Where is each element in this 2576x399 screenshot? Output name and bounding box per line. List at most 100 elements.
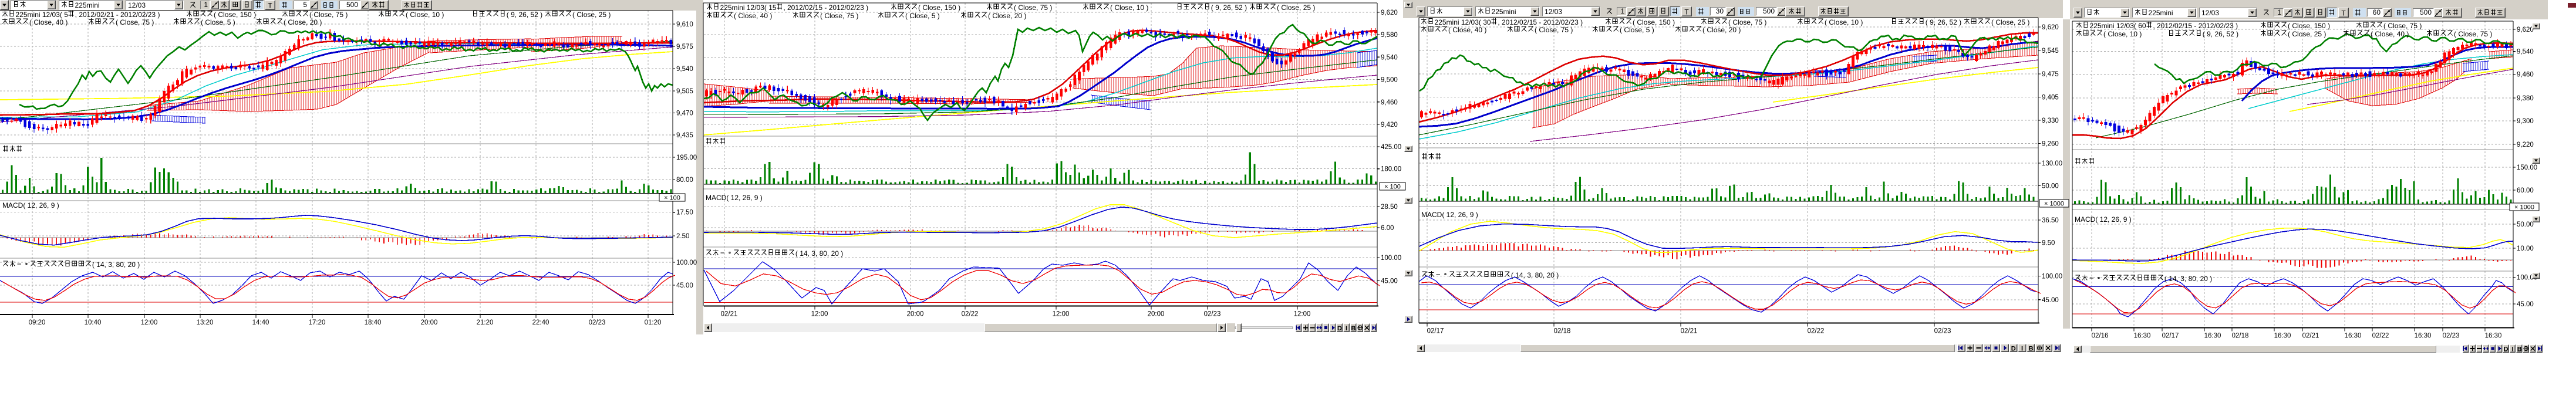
svg-text:80.00: 80.00 <box>676 177 693 184</box>
svg-text:( 9, 26, 52 ): ( 9, 26, 52 ) <box>2203 30 2238 38</box>
svg-text:02/23: 02/23 <box>589 319 606 326</box>
svg-text:10:40: 10:40 <box>85 319 102 326</box>
svg-text:02/23: 02/23 <box>1934 328 1951 335</box>
svg-text:T: T <box>1684 8 1689 16</box>
svg-text:20:00: 20:00 <box>907 311 924 318</box>
svg-text:12/03: 12/03 <box>1545 8 1562 16</box>
svg-text:( Close, 75 ): ( Close, 75 ) <box>2383 22 2422 30</box>
svg-text:18:40: 18:40 <box>365 319 382 326</box>
svg-text:45.00: 45.00 <box>676 282 693 289</box>
svg-text:( Close, 75 ): ( Close, 75 ) <box>1535 26 1573 34</box>
svg-text:( Close, 75 ): ( Close, 75 ) <box>116 18 154 26</box>
svg-text:01:20: 01:20 <box>645 319 662 326</box>
svg-text:9,610: 9,610 <box>676 21 693 28</box>
svg-text:9,620: 9,620 <box>2042 24 2059 31</box>
svg-text:( Close, 75 ): ( Close, 75 ) <box>309 11 348 19</box>
svg-text:02/21: 02/21 <box>1681 328 1698 335</box>
svg-text:45.00: 45.00 <box>2517 301 2534 308</box>
svg-text:D: D <box>2011 346 2016 353</box>
svg-text:9,300: 9,300 <box>2517 118 2534 125</box>
svg-text:45.00: 45.00 <box>1381 278 1398 285</box>
svg-text:9,460: 9,460 <box>1381 99 1398 106</box>
svg-text:( Close, 20 ): ( Close, 20 ) <box>1702 26 1741 34</box>
svg-text:9,540: 9,540 <box>2517 49 2534 56</box>
svg-text:, 2012/02/21 - 2012/02/23 ): , 2012/02/21 - 2012/02/23 ) <box>75 11 160 19</box>
svg-text:28.50: 28.50 <box>1381 204 1398 211</box>
svg-text:13:20: 13:20 <box>197 319 214 326</box>
svg-text:02/22: 02/22 <box>2372 333 2389 340</box>
svg-text:16:30: 16:30 <box>2485 333 2502 340</box>
svg-text:02/21: 02/21 <box>2302 333 2319 340</box>
svg-text:500: 500 <box>346 1 358 9</box>
svg-text:500: 500 <box>2420 8 2432 16</box>
svg-text:× 100: × 100 <box>664 195 680 202</box>
svg-text:( Close, 25 ): ( Close, 25 ) <box>572 11 611 19</box>
svg-text:225mini: 225mini <box>1492 8 1516 16</box>
svg-text:02/21: 02/21 <box>721 311 738 318</box>
svg-text:( Close, 40 ): ( Close, 40 ) <box>734 12 772 20</box>
svg-text:( Close, 20 ): ( Close, 20 ) <box>988 12 1026 20</box>
svg-text:425.00: 425.00 <box>1381 144 1401 151</box>
svg-text:9,620: 9,620 <box>2517 26 2534 33</box>
svg-text:16:30: 16:30 <box>2134 333 2151 340</box>
svg-text:130.00: 130.00 <box>2042 160 2062 167</box>
svg-text:1: 1 <box>204 1 208 9</box>
svg-text:B: B <box>2517 346 2522 353</box>
svg-text:9,580: 9,580 <box>1381 32 1398 39</box>
svg-text:D: D <box>1337 325 1342 332</box>
svg-text:9,575: 9,575 <box>676 43 693 50</box>
svg-text:17:20: 17:20 <box>309 319 326 326</box>
svg-text:02/17: 02/17 <box>2162 333 2179 340</box>
svg-text:60: 60 <box>2373 8 2381 16</box>
svg-text:225mini: 225mini <box>2149 9 2173 17</box>
svg-text:9,405: 9,405 <box>2042 94 2059 102</box>
svg-text:17.50: 17.50 <box>676 209 693 217</box>
svg-text:( 9, 26, 52 ): ( 9, 26, 52 ) <box>507 11 542 19</box>
svg-text:30: 30 <box>1716 7 1724 15</box>
svg-text:02/18: 02/18 <box>1554 328 1571 335</box>
svg-text:( Close, 150 ): ( Close, 150 ) <box>214 11 256 19</box>
svg-text:45.00: 45.00 <box>2042 297 2059 304</box>
svg-text:I: I <box>2511 346 2513 353</box>
svg-text:100.00: 100.00 <box>2042 273 2062 280</box>
svg-text:D: D <box>2504 346 2508 353</box>
svg-text:( 14, 3, 80, 20 ): ( 14, 3, 80, 20 ) <box>1511 271 1559 279</box>
svg-text:MACD( 12, 26, 9 ): MACD( 12, 26, 9 ) <box>706 194 763 202</box>
svg-text:9,380: 9,380 <box>2517 95 2534 102</box>
svg-text:( Close, 25 ): ( Close, 25 ) <box>2288 30 2326 38</box>
svg-text:9,460: 9,460 <box>2517 72 2534 79</box>
svg-text:9,260: 9,260 <box>2042 141 2059 148</box>
svg-text:100.00: 100.00 <box>676 259 697 266</box>
svg-text:( 14, 3, 80, 20 ): ( 14, 3, 80, 20 ) <box>92 261 140 269</box>
svg-text:( Close, 40 ): ( Close, 40 ) <box>29 18 68 26</box>
svg-text:5: 5 <box>303 1 307 9</box>
svg-text:02/22: 02/22 <box>962 311 979 318</box>
svg-text:( Close, 5 ): ( Close, 5 ) <box>1620 26 1654 34</box>
svg-text:12/03: 12/03 <box>128 1 146 9</box>
svg-text:02/16: 02/16 <box>2092 333 2109 340</box>
svg-text:MACD( 12, 26, 9 ): MACD( 12, 26, 9 ) <box>2 201 59 209</box>
svg-text:9,500: 9,500 <box>1381 77 1398 84</box>
svg-text:02/22: 02/22 <box>1808 328 1825 335</box>
svg-text:( Close, 20 ): ( Close, 20 ) <box>284 18 322 26</box>
svg-text:9,540: 9,540 <box>676 66 693 73</box>
svg-text:, 2012/02/15 - 2012/02/23 ): , 2012/02/15 - 2012/02/23 ) <box>2153 22 2238 30</box>
svg-text:22:40: 22:40 <box>532 319 549 326</box>
svg-text:12:00: 12:00 <box>1053 311 1070 318</box>
svg-text:36.50: 36.50 <box>2042 217 2059 224</box>
svg-text:( Close, 75 ): ( Close, 75 ) <box>1014 4 1052 12</box>
svg-text:9,620: 9,620 <box>1381 9 1398 16</box>
svg-text:50.00: 50.00 <box>2042 183 2059 190</box>
svg-text:12:00: 12:00 <box>141 319 158 326</box>
svg-text:( Close, 10 ): ( Close, 10 ) <box>1825 18 1863 26</box>
svg-text:1: 1 <box>1620 7 1624 15</box>
svg-text:225mini 12/03( 30: 225mini 12/03( 30 <box>1435 18 1491 26</box>
svg-text:9,330: 9,330 <box>2042 117 2059 124</box>
svg-text:20:00: 20:00 <box>421 319 438 326</box>
svg-text:( Close, 40 ): ( Close, 40 ) <box>2371 30 2409 38</box>
svg-text:9,220: 9,220 <box>2517 141 2534 148</box>
svg-text:× 100: × 100 <box>1384 184 1401 191</box>
svg-text:T: T <box>2341 9 2346 18</box>
svg-text:500: 500 <box>1763 7 1775 15</box>
svg-text:MACD( 12, 26, 9 ): MACD( 12, 26, 9 ) <box>2075 215 2132 224</box>
